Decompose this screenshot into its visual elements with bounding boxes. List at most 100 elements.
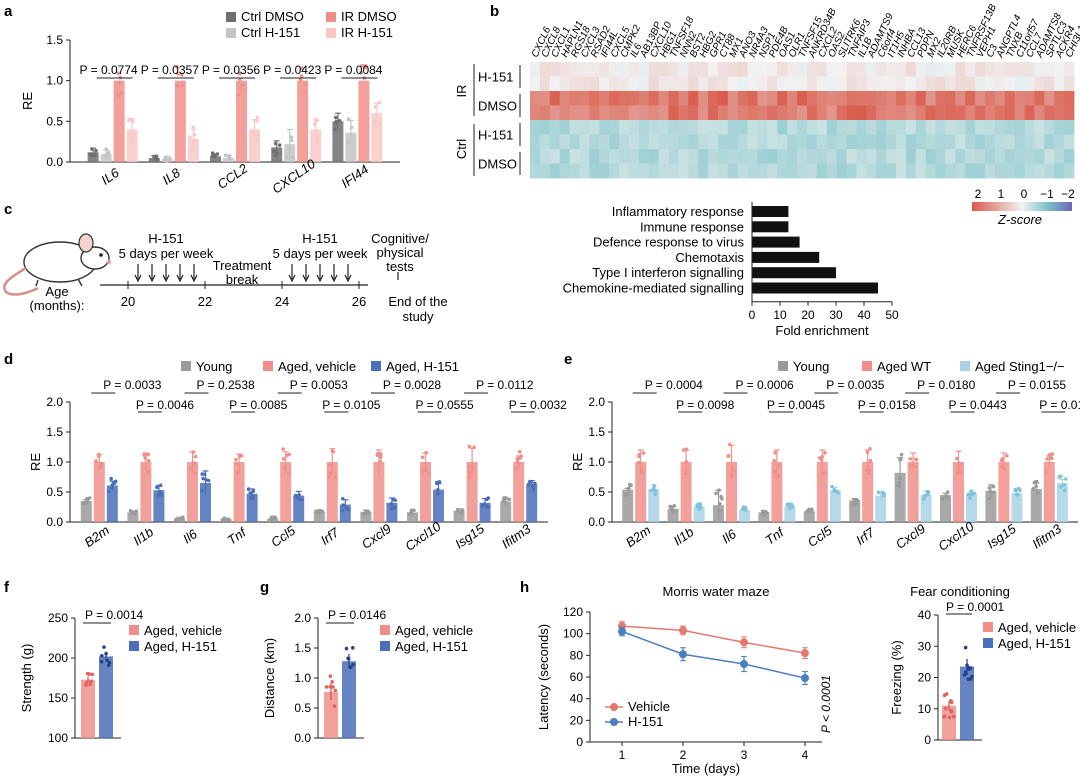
heatmap-cell: [816, 163, 828, 179]
break-label: Treatment: [213, 258, 272, 273]
data-point: [284, 155, 289, 159]
x-tick-label: 0: [749, 308, 756, 322]
data-point: [99, 461, 103, 466]
data-point: [373, 105, 378, 109]
heatmap-cell: [539, 149, 551, 164]
legend-label: Aged, vehicle: [278, 359, 356, 374]
data-point: [377, 100, 382, 105]
category-label: Irf7: [853, 524, 878, 548]
heatmap-cell: [717, 120, 729, 135]
data-point: [910, 463, 915, 468]
data-point: [1044, 469, 1048, 474]
data-point: [898, 457, 903, 461]
p-value: P = 0.0555: [416, 398, 474, 412]
bar: [373, 462, 385, 522]
data-point: [239, 453, 244, 458]
heatmap-cell: [727, 76, 739, 92]
y-tick-label: 100: [48, 731, 68, 745]
heatmap-cell: [856, 149, 867, 164]
tests-label: physical: [377, 245, 424, 260]
heatmap-cell: [609, 105, 620, 121]
bar: [771, 462, 783, 522]
heatmap-cell: [767, 76, 778, 92]
heatmap-cell: [678, 149, 689, 164]
heatmap-cell: [698, 134, 709, 150]
legend-marker: [610, 718, 618, 726]
data-point: [1034, 479, 1039, 484]
data-point: [518, 456, 522, 460]
heatmap-cell: [984, 91, 996, 106]
heatmap-cell: [668, 76, 679, 92]
legend-swatch: [778, 361, 788, 371]
heatmap-cell: [955, 120, 966, 135]
heatmap-cell: [698, 91, 709, 106]
data-point: [155, 157, 159, 161]
data-point: [215, 152, 220, 156]
data-point: [720, 497, 724, 501]
heatmap-cell: [886, 120, 897, 135]
heatmap-cell: [846, 91, 857, 106]
bar: [998, 462, 1010, 522]
data-point: [1048, 455, 1053, 460]
legend-swatch: [129, 625, 139, 635]
data-point: [174, 517, 178, 522]
data-point: [777, 463, 782, 468]
data-point: [332, 704, 337, 708]
data-point: [1002, 467, 1007, 471]
heatmap-cell: [886, 134, 897, 150]
category-label: Irf7: [318, 524, 343, 548]
p-value: P = 0.0155: [1008, 378, 1066, 392]
y-tick-label: 80: [570, 648, 584, 662]
bar: [339, 504, 351, 522]
heatmap-cell: [816, 91, 828, 106]
data-point: [969, 489, 973, 494]
data-point: [485, 497, 489, 502]
legend-label: Ctrl DMSO: [241, 9, 304, 24]
legend-swatch: [326, 28, 336, 38]
heatmap-cell: [915, 134, 927, 150]
data-point: [110, 483, 115, 487]
x-tick-label: 3: [741, 748, 748, 762]
heatmap-cell: [747, 149, 758, 164]
heatmap-cell: [1024, 149, 1035, 164]
data-point: [714, 491, 718, 496]
y-tick-label: 40: [570, 692, 584, 706]
heatmap-cell: [688, 76, 699, 92]
y-tick-label: 2.0: [588, 395, 605, 409]
y-tick-label: 2.0: [294, 611, 311, 625]
dose-arrow-head: [148, 274, 156, 283]
data-point: [341, 503, 345, 508]
legend-label: Aged, H-151: [395, 639, 468, 654]
bar: [210, 156, 221, 162]
legend-swatch: [983, 638, 993, 648]
bar: [433, 489, 444, 522]
heatmap-cell: [905, 76, 917, 92]
heatmap-cell: [619, 163, 630, 179]
heatmap-cell: [905, 62, 917, 77]
heatmap-cell: [708, 91, 719, 106]
bar: [894, 472, 906, 522]
data-point: [237, 71, 242, 76]
heatmap-cell: [717, 62, 729, 77]
data-point: [1062, 483, 1066, 487]
data-point: [168, 156, 172, 161]
heatmap-cell: [737, 105, 748, 121]
y-axis-label: RE: [28, 453, 43, 471]
category-label: B2m: [623, 522, 654, 550]
heatmap-cell: [886, 76, 897, 92]
bar: [953, 462, 964, 522]
heatmap-cell: [1054, 91, 1065, 106]
heatmap-cell: [925, 120, 936, 135]
y-tick-label: 1.0: [588, 455, 605, 469]
data-point: [772, 469, 777, 474]
heatmap-cell: [975, 120, 986, 135]
heatmap-cell: [579, 76, 590, 92]
data-point: [868, 447, 872, 451]
heatmap-cell: [638, 91, 650, 106]
heatmap-cell: [678, 76, 689, 92]
heatmap-cell: [915, 105, 927, 121]
heatmap-cell: [777, 105, 788, 121]
p-value: P = 0.0423: [263, 63, 321, 77]
heatmap-cell: [886, 149, 897, 164]
heatmap-cell: [530, 76, 541, 92]
